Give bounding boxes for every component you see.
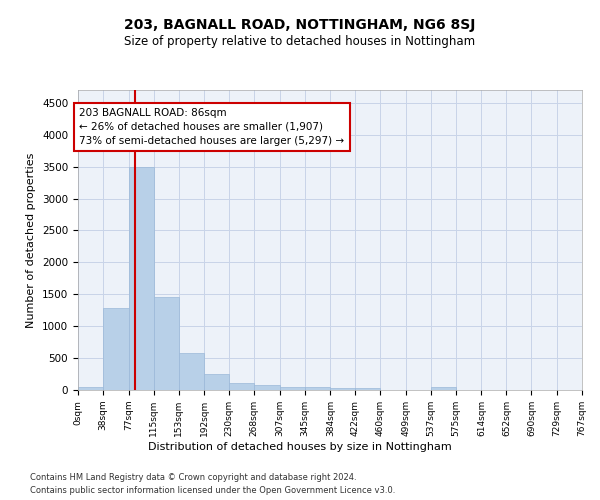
Text: 203 BAGNALL ROAD: 86sqm
← 26% of detached houses are smaller (1,907)
73% of semi: 203 BAGNALL ROAD: 86sqm ← 26% of detache… — [79, 108, 344, 146]
Bar — [154, 297, 179, 390]
Text: Size of property relative to detached houses in Nottingham: Size of property relative to detached ho… — [124, 35, 476, 48]
Bar — [128, 166, 154, 390]
Bar — [103, 308, 128, 390]
Text: Distribution of detached houses by size in Nottingham: Distribution of detached houses by size … — [148, 442, 452, 452]
Bar — [305, 388, 331, 390]
Bar — [254, 385, 280, 390]
Text: 203, BAGNALL ROAD, NOTTINGHAM, NG6 8SJ: 203, BAGNALL ROAD, NOTTINGHAM, NG6 8SJ — [124, 18, 476, 32]
Y-axis label: Number of detached properties: Number of detached properties — [26, 152, 37, 328]
Bar — [229, 383, 254, 390]
Bar — [280, 387, 305, 390]
Bar — [331, 388, 355, 390]
Bar — [78, 388, 103, 390]
Bar — [355, 388, 380, 390]
Bar — [431, 387, 456, 390]
Text: Contains public sector information licensed under the Open Government Licence v3: Contains public sector information licen… — [30, 486, 395, 495]
Text: Contains HM Land Registry data © Crown copyright and database right 2024.: Contains HM Land Registry data © Crown c… — [30, 472, 356, 482]
Bar — [179, 353, 204, 390]
Bar — [204, 374, 229, 390]
